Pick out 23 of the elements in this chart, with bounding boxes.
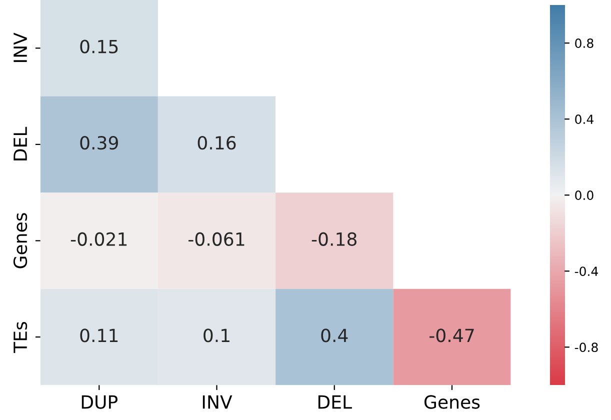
data-label: -0.061 xyxy=(188,232,244,246)
y-tick-label: INV xyxy=(14,32,27,62)
y-tick-label: TEs xyxy=(14,322,28,353)
y-tick-label: Genes xyxy=(13,213,28,268)
data-label: -0.47 xyxy=(430,328,474,342)
y-tick-label: DEL xyxy=(14,126,27,160)
data-label: -0.18 xyxy=(312,232,356,246)
color-bar-label: -0.8 xyxy=(574,342,598,352)
data-label: 0.11 xyxy=(80,328,118,342)
color-bar-label: 0.4 xyxy=(575,114,594,124)
x-tick-label: DUP xyxy=(82,395,118,409)
data-label: 0.39 xyxy=(80,136,118,150)
x-tick-label: DEL xyxy=(318,395,352,409)
color-bar-label: 0.0 xyxy=(575,190,594,200)
data-label: 0.4 xyxy=(321,328,348,342)
data-label: 0.16 xyxy=(198,136,236,150)
color-bar-label: 0.8 xyxy=(575,38,594,48)
data-label: -0.021 xyxy=(70,232,127,246)
x-tick-label: Genes xyxy=(424,395,480,409)
data-label: 0.1 xyxy=(204,328,230,342)
data-label: 0.15 xyxy=(80,40,118,54)
color-bar-label: -0.4 xyxy=(574,266,598,276)
x-tick-label: INV xyxy=(202,395,232,409)
